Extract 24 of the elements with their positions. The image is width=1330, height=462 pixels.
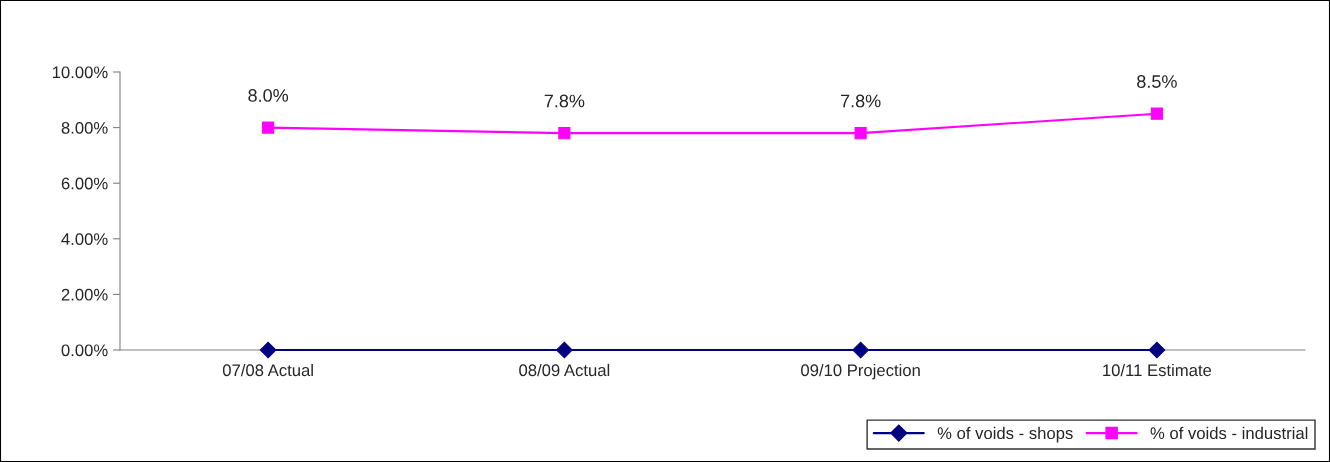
point [1148,341,1166,359]
data-label: 7.8% [840,94,881,108]
y-tick-label: 0.00% [61,344,108,357]
point [558,127,571,140]
y-tick-label: 6.00% [61,177,108,190]
point [852,341,869,359]
y-tick-label: 2.00% [61,288,108,301]
point [1150,107,1163,120]
x-tick-label: 10/11 Estimate [1103,363,1212,377]
x-tick-label: 09/10 Projection [801,363,920,380]
y-tick-label: 4.00% [61,233,108,245]
x-tick-label: 07/08 Actual [222,363,313,377]
legend-label: % of voids - industrial [1150,426,1308,440]
data-label: 8.0% [248,89,289,102]
point [556,341,573,359]
point [259,341,277,359]
y-tick-label: 8.00% [61,122,108,134]
point [854,127,867,140]
x-tick-label: 08/09 Actual [519,363,610,377]
point [262,121,275,134]
y-tick-label: 10.00% [52,66,108,79]
data-label: 7.8% [544,94,585,108]
data-label: 8.5% [1137,75,1177,88]
legend-label: % of voids - shops [937,426,1073,443]
